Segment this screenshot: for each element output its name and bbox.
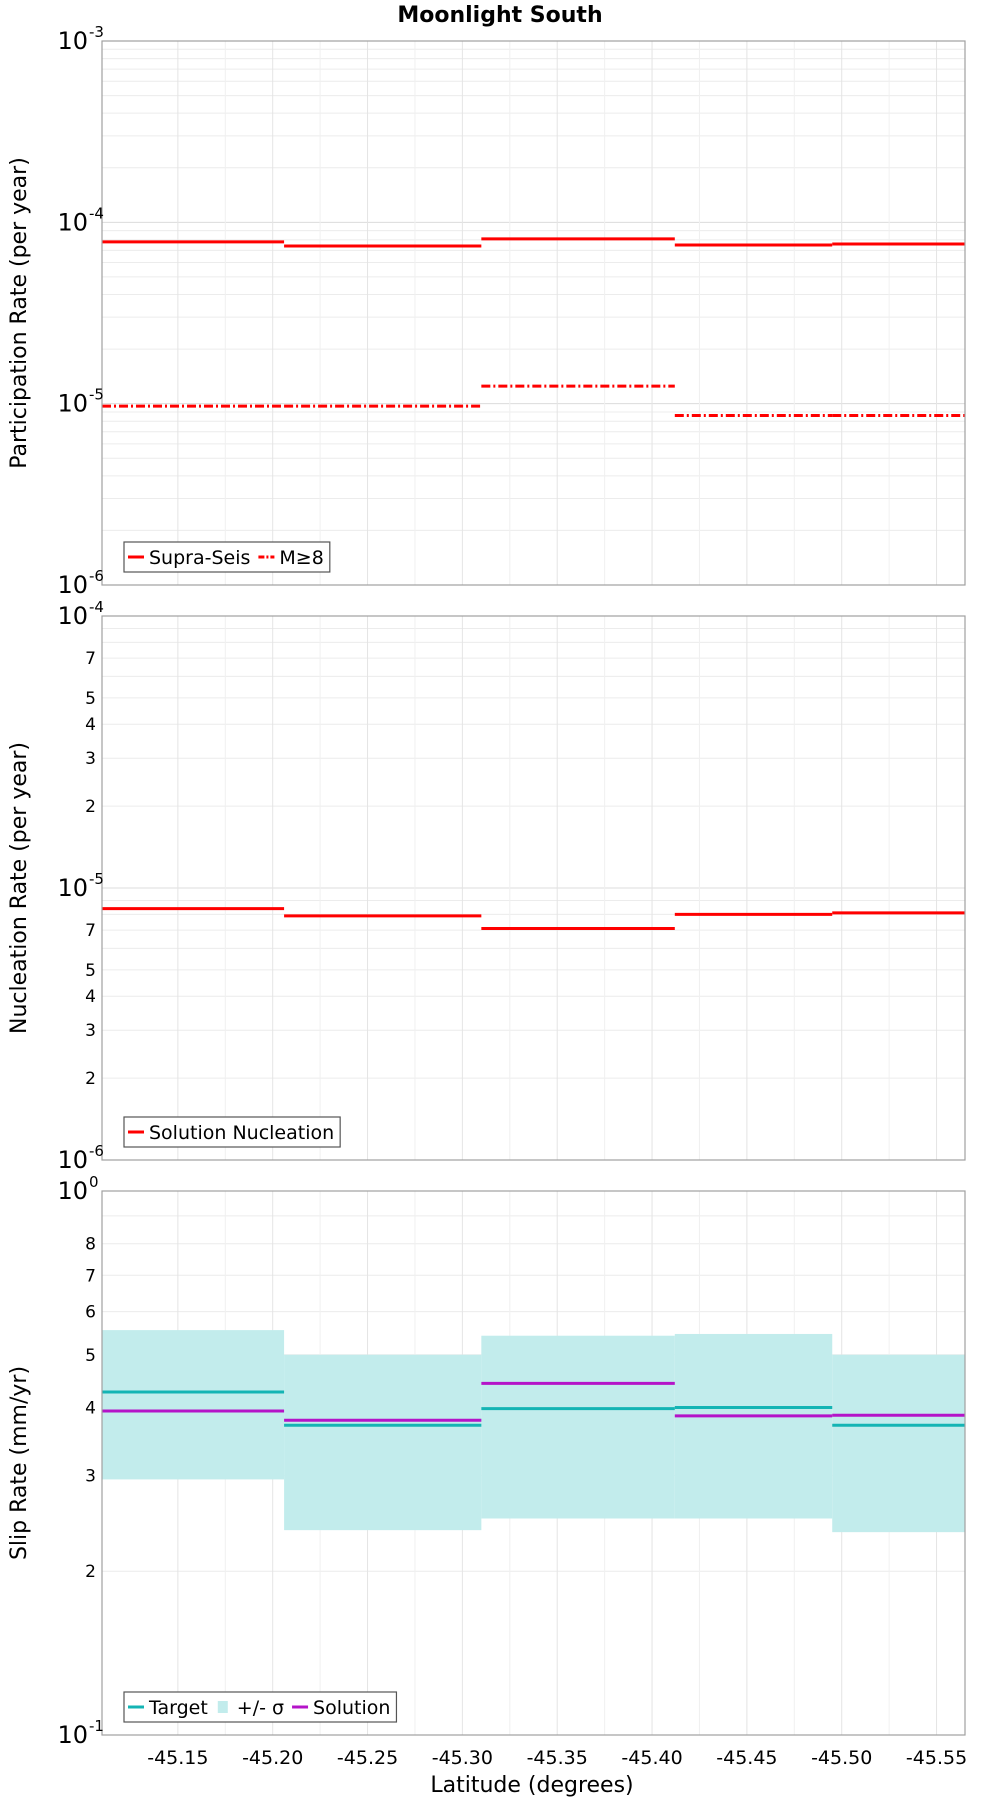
y-minor-tick-label: 4 — [85, 1398, 96, 1418]
legend-frame — [123, 1691, 398, 1723]
y-minor-tick-label: 4 — [85, 715, 96, 735]
y-tick-label: 10 — [57, 1177, 88, 1205]
y-minor-tick-label: 2 — [85, 797, 96, 817]
x-tick-label: -45.25 — [337, 1747, 398, 1769]
y-tick-label: 10 — [57, 390, 88, 418]
y-minor-tick-label: 2 — [85, 1562, 96, 1582]
y-tick-exponent: -5 — [89, 386, 104, 404]
x-tick-label: -45.20 — [242, 1747, 303, 1769]
sigma-band-segment — [481, 1335, 675, 1519]
series-M-8 — [102, 384, 965, 418]
y-minor-tick-label: 6 — [85, 1303, 96, 1323]
legend-label: M≥8 — [279, 547, 323, 569]
y-minor-tick-label: 5 — [85, 1346, 96, 1366]
y-tick-exponent: -6 — [89, 567, 104, 585]
y-minor-tick-label: 3 — [85, 749, 96, 769]
plot-frame — [101, 40, 966, 586]
x-tick-label: -45.45 — [716, 1747, 777, 1769]
plot-frame — [101, 615, 966, 1161]
sigma-band-segment — [832, 1354, 965, 1533]
x-tick-label: -45.35 — [527, 1747, 588, 1769]
legend-frame — [123, 541, 331, 573]
series-Solution — [102, 1381, 965, 1422]
y-minor-tick-label: 7 — [85, 649, 96, 669]
grid — [102, 615, 965, 1161]
grid — [102, 40, 965, 586]
y-minor-tick-label: 3 — [85, 1021, 96, 1041]
sigma-band-segment — [284, 1354, 482, 1531]
legend-label: Solution — [313, 1697, 390, 1719]
legend-label: +/- σ — [237, 1697, 284, 1719]
legend: Supra-Seis M≥8 — [123, 541, 331, 573]
y-minor-tick-label: 5 — [85, 961, 96, 981]
y-tick-label: 10 — [57, 208, 88, 236]
x-tick-label: -45.50 — [811, 1747, 872, 1769]
y-tick-label: 10 — [57, 27, 88, 55]
y-minor-tick-label: 3 — [85, 1466, 96, 1486]
y-tick-exponent: -1 — [89, 1717, 104, 1735]
y-tick-exponent: -5 — [89, 870, 104, 888]
band-+/- σ — [102, 1330, 965, 1533]
y-minor-tick-label: 5 — [85, 689, 96, 709]
x-tick-labels: -45.15 -45.20 -45.25 -45.30 -45.35 -45.40 -45.… — [147, 1747, 967, 1769]
legend: Solution Nucleation — [123, 1116, 341, 1148]
y-axis-label: Slip Rate (mm/yr) — [7, 1366, 32, 1560]
x-tick-label: -45.15 — [147, 1747, 208, 1769]
legend-label: Solution Nucleation — [149, 1122, 334, 1144]
sigma-band-segment — [674, 1333, 833, 1519]
y-tick-exponent: -4 — [89, 598, 104, 616]
legend-label: Target — [148, 1697, 208, 1719]
legend-label: Supra-Seis — [149, 547, 250, 569]
legend-frame — [123, 1116, 341, 1148]
x-tick-label: -45.30 — [432, 1747, 493, 1769]
y-minor-tick-label: 7 — [85, 1266, 96, 1286]
chart-title: Moonlight South — [397, 3, 602, 28]
y-minor-tick-label: 7 — [85, 921, 96, 941]
y-tick-exponent: 0 — [89, 1173, 99, 1191]
legend: Target +/- σ Solution — [123, 1691, 398, 1723]
y-axis-label: Participation Rate (per year) — [7, 157, 32, 469]
y-tick-label: 10 — [57, 874, 88, 902]
y-axis-label: Nucleation Rate (per year) — [7, 742, 32, 1034]
sigma-band-segment — [102, 1330, 285, 1480]
y-minor-tick-label: 8 — [85, 1235, 96, 1255]
x-axis-label: Latitude (degrees) — [430, 1773, 633, 1798]
y-tick-exponent: -3 — [89, 23, 104, 41]
series-Supra-Seis — [102, 237, 965, 248]
y-minor-tick-label: 2 — [85, 1069, 96, 1089]
legend-swatch — [217, 1701, 228, 1713]
y-minor-tick-label: 4 — [85, 987, 96, 1007]
y-tick-exponent: -6 — [89, 1142, 104, 1160]
series-Solution-Nucleation — [102, 907, 965, 930]
x-tick-label: -45.40 — [621, 1747, 682, 1769]
x-tick-label: -45.55 — [906, 1747, 967, 1769]
y-tick-label: 10 — [57, 1146, 88, 1174]
y-tick-exponent: -4 — [89, 204, 104, 222]
y-tick-label: 10 — [57, 571, 88, 599]
plot-frame — [101, 1190, 966, 1736]
series-Target — [102, 1390, 965, 1427]
y-tick-label: 10 — [57, 1721, 88, 1749]
y-tick-label: 10 — [57, 602, 88, 630]
